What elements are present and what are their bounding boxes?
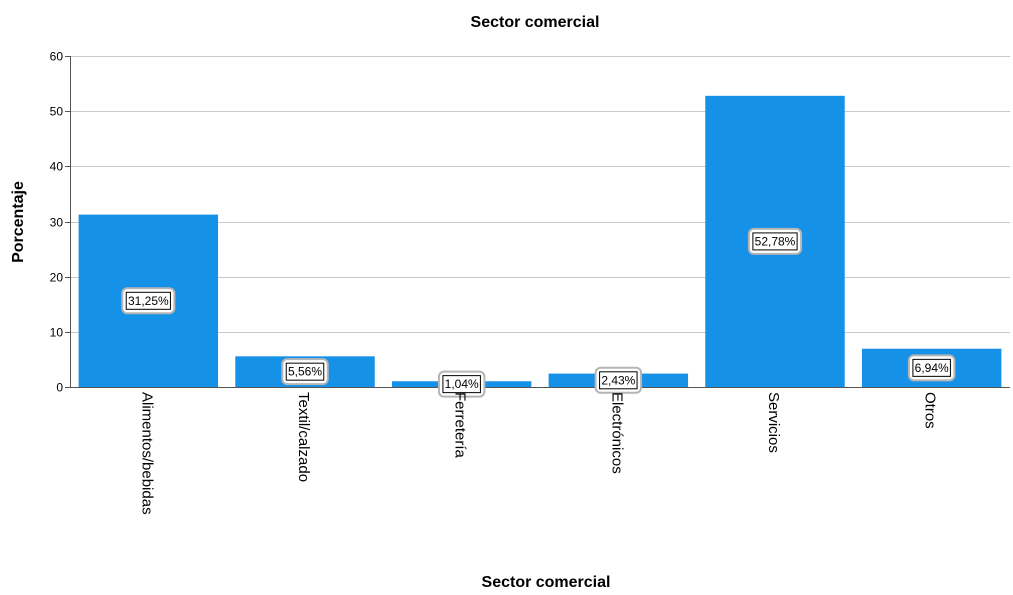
data-label: 31,25%: [121, 287, 176, 315]
data-label-text: 5,56%: [288, 365, 322, 379]
x-axis-ticks: Alimentos/bebidas Textil/calzado Ferreterí…: [138, 392, 938, 515]
y-tick-label: 0: [56, 381, 63, 395]
data-label-box: [912, 358, 951, 377]
data-label-text: 52,78%: [755, 234, 796, 248]
chart-title: Sector comercial: [471, 14, 600, 31]
bars: [78, 95, 1002, 388]
y-tick-label: 10: [50, 326, 64, 340]
data-label-text: 31,25%: [128, 294, 169, 308]
data-label: 5,56%: [281, 358, 329, 386]
data-label-text: 1,04%: [445, 377, 479, 391]
data-label-box: [285, 362, 325, 381]
y-axis-title: Porcentaje: [10, 181, 27, 263]
data-label: 1,04%: [437, 370, 486, 398]
x-tick-label: Servicios: [765, 392, 782, 453]
data-label-box: [125, 291, 171, 310]
data-labels: 31,25% 5,56% 1,04% 2,43% 52,78% 6,94%: [121, 227, 956, 398]
data-label-box: [599, 371, 638, 390]
data-label-text: 6,94%: [915, 361, 949, 375]
y-tick-label: 60: [50, 50, 64, 64]
gridlines: [70, 56, 1010, 333]
y-tick-label: 20: [50, 271, 64, 285]
data-label-text: 2,43%: [601, 373, 635, 387]
y-tick-label: 30: [50, 216, 64, 230]
y-tick-label: 50: [50, 105, 64, 119]
x-axis-title: Sector comercial: [482, 574, 611, 590]
data-label: 2,43%: [594, 366, 643, 394]
y-tick-label: 40: [50, 160, 64, 174]
x-tick-label: Otros: [922, 392, 939, 429]
x-tick-label: Ferretería: [452, 392, 469, 459]
x-tick-label: Alimentos/bebidas: [138, 392, 155, 515]
x-tick-label: Electrónicos: [608, 392, 625, 474]
data-label: 52,78%: [747, 227, 803, 255]
data-label-box: [752, 232, 798, 251]
data-label: 6,94%: [907, 354, 956, 382]
data-label-box: [442, 375, 481, 394]
x-tick-label: Textil/calzado: [295, 392, 312, 482]
y-axis-ticks: 0 10 20 30 40 50 60: [50, 50, 70, 395]
